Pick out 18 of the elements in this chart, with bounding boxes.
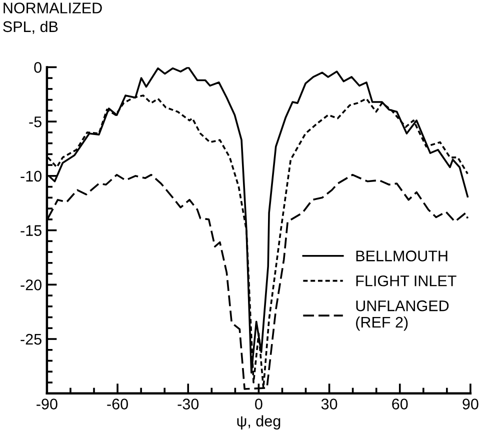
x-tick-label: 30 [321,398,338,410]
legend-label: FLIGHT INLET [356,275,456,286]
y-tick-label: -15 [20,225,42,236]
x-tick-label: -60 [107,398,128,410]
legend-label: UNFLANGED (REF 2) [356,300,449,331]
y-axis-title: NORMALIZED SPL, dB [3,2,102,34]
x-axis-title: ψ, deg [237,415,280,430]
legend-label: BELLMOUTH [356,250,448,262]
y-tick-label: 0 [34,62,42,73]
y-tick-label: -5 [29,116,42,128]
y-tick-label: -25 [20,334,42,345]
x-tick-label: 0 [255,398,262,410]
x-tick-label: -90 [36,398,58,410]
x-tick-label: 90 [462,398,478,410]
y-tick-label: -20 [20,280,42,290]
y-tick-label: -10 [20,170,42,182]
x-tick-label: -30 [178,398,199,410]
x-tick-label: 60 [392,398,408,410]
